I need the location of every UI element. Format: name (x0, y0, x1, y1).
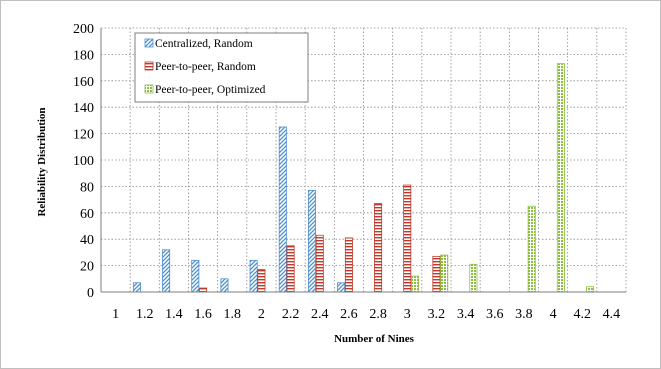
bar-peer-to-peer-optimized-4.2 (586, 286, 595, 293)
bar-peer-to-peer-optimized-3.2 (440, 254, 449, 293)
bar-peer-to-peer-random-2.4 (315, 234, 324, 293)
bar-centralized-random-2.6 (337, 282, 346, 293)
x-tick-label: 2.4 (311, 307, 329, 322)
x-tick-label: 4 (550, 307, 557, 322)
y-axis-title: Reliability Distribution (36, 107, 48, 216)
x-tick-labels: 1 1.2 1.4 1.6 1.8 2 2.2 2.4 2.6 2.8 3 3.2 3.4 3.6 3.8 4… (112, 307, 620, 322)
bar-peer-to-peer-random-1.6 (199, 287, 208, 293)
legend-label: Peer-to-peer, Random (155, 61, 256, 73)
x-tick-label: 1.6 (194, 307, 212, 322)
axes (100, 28, 626, 293)
x-tick-label: 3 (404, 307, 411, 322)
x-tick-label: 1.4 (165, 307, 183, 322)
bar-centralized-random-1.6 (191, 259, 200, 293)
bar-peer-to-peer-random-3 (403, 184, 412, 293)
y-tick-label: 0 (87, 286, 94, 301)
legend-box (134, 32, 309, 103)
bar-centralized-random-2.2 (278, 126, 287, 293)
x-tick-label: 3.2 (428, 307, 446, 322)
y-tick-label: 20 (80, 260, 94, 275)
y-tick-label: 40 (80, 233, 94, 248)
bar-centralized-random-1.4 (162, 249, 171, 293)
y-tick-label: 100 (73, 154, 94, 169)
bar-centralized-random-2.4 (307, 189, 316, 293)
x-axis-title: Number of Nines (334, 333, 415, 345)
legend-label: Peer-to-peer, Optimized (155, 84, 266, 96)
bar-peer-to-peer-random-2.6 (344, 237, 353, 293)
bar-centralized-random-1.2 (132, 282, 141, 293)
legend-label: Centralized, Random (155, 38, 253, 50)
y-tick-labels: 0 20 40 60 80 100 120 140 160 180 200 (73, 22, 94, 301)
bar-peer-to-peer-optimized-3.8 (527, 205, 536, 293)
y-tick-label: 140 (73, 101, 94, 116)
bar-peer-to-peer-random-2.2 (286, 245, 295, 293)
y-tick-label: 60 (80, 207, 94, 222)
x-tick-label: 2.6 (340, 307, 358, 322)
x-tick-label: 3.4 (457, 307, 475, 322)
y-tick-label: 200 (73, 22, 94, 37)
bars (132, 63, 595, 293)
legend: Centralized, Random Peer-to-peer, Random P… (134, 32, 309, 103)
x-tick-label: 2.2 (282, 307, 300, 322)
x-tick-label: 4.4 (603, 307, 621, 322)
y-tick-label: 80 (80, 180, 94, 195)
x-tick-label: 1 (112, 307, 119, 322)
x-tick-label: 2.8 (369, 307, 387, 322)
x-tick-label: 3.6 (486, 307, 504, 322)
y-tick-label: 160 (73, 75, 94, 90)
bar-peer-to-peer-random-3.2 (432, 255, 441, 293)
bar-peer-to-peer-optimized-3 (411, 275, 420, 293)
legend-swatch (144, 84, 154, 94)
legend-swatch (144, 61, 154, 71)
x-tick-label: 2 (258, 307, 265, 322)
bar-peer-to-peer-optimized-4 (556, 63, 565, 293)
bar-peer-to-peer-random-2 (257, 269, 266, 293)
legend-swatch (144, 38, 154, 48)
bar-peer-to-peer-optimized-3.4 (469, 263, 478, 293)
x-tick-label: 3.8 (515, 307, 533, 322)
bar-centralized-random-1.8 (220, 278, 229, 293)
bar-centralized-random-2 (249, 259, 258, 293)
x-tick-label: 4.2 (574, 307, 592, 322)
x-tick-label: 1.8 (224, 307, 242, 322)
bar-peer-to-peer-random-2.8 (374, 203, 383, 293)
y-tick-label: 180 (73, 48, 94, 63)
x-tick-label: 1.2 (136, 307, 154, 322)
y-tick-label: 120 (73, 128, 94, 143)
